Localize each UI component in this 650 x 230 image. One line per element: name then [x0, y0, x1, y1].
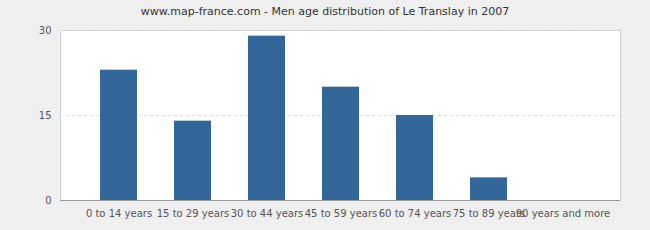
html-text:www.map-france.com - Men age d: www.map-france.com - Men age distributio… [140, 5, 510, 18]
svg-text:0: 0 [45, 195, 51, 206]
svg-text:30 to 44 years: 30 to 44 years [231, 208, 304, 219]
svg-text:15 to 29 years: 15 to 29 years [157, 208, 230, 219]
svg-text:30: 30 [39, 25, 52, 36]
svg-text:0 to 14 years: 0 to 14 years [86, 208, 152, 219]
svg-text:45 to 59 years: 45 to 59 years [305, 208, 378, 219]
svg-text:90 years and more: 90 years and more [516, 208, 611, 219]
svg-text:75 to 89 years: 75 to 89 years [453, 208, 526, 219]
svg-text:60 to 74 years: 60 to 74 years [379, 208, 452, 219]
svg-text:15: 15 [39, 110, 52, 121]
